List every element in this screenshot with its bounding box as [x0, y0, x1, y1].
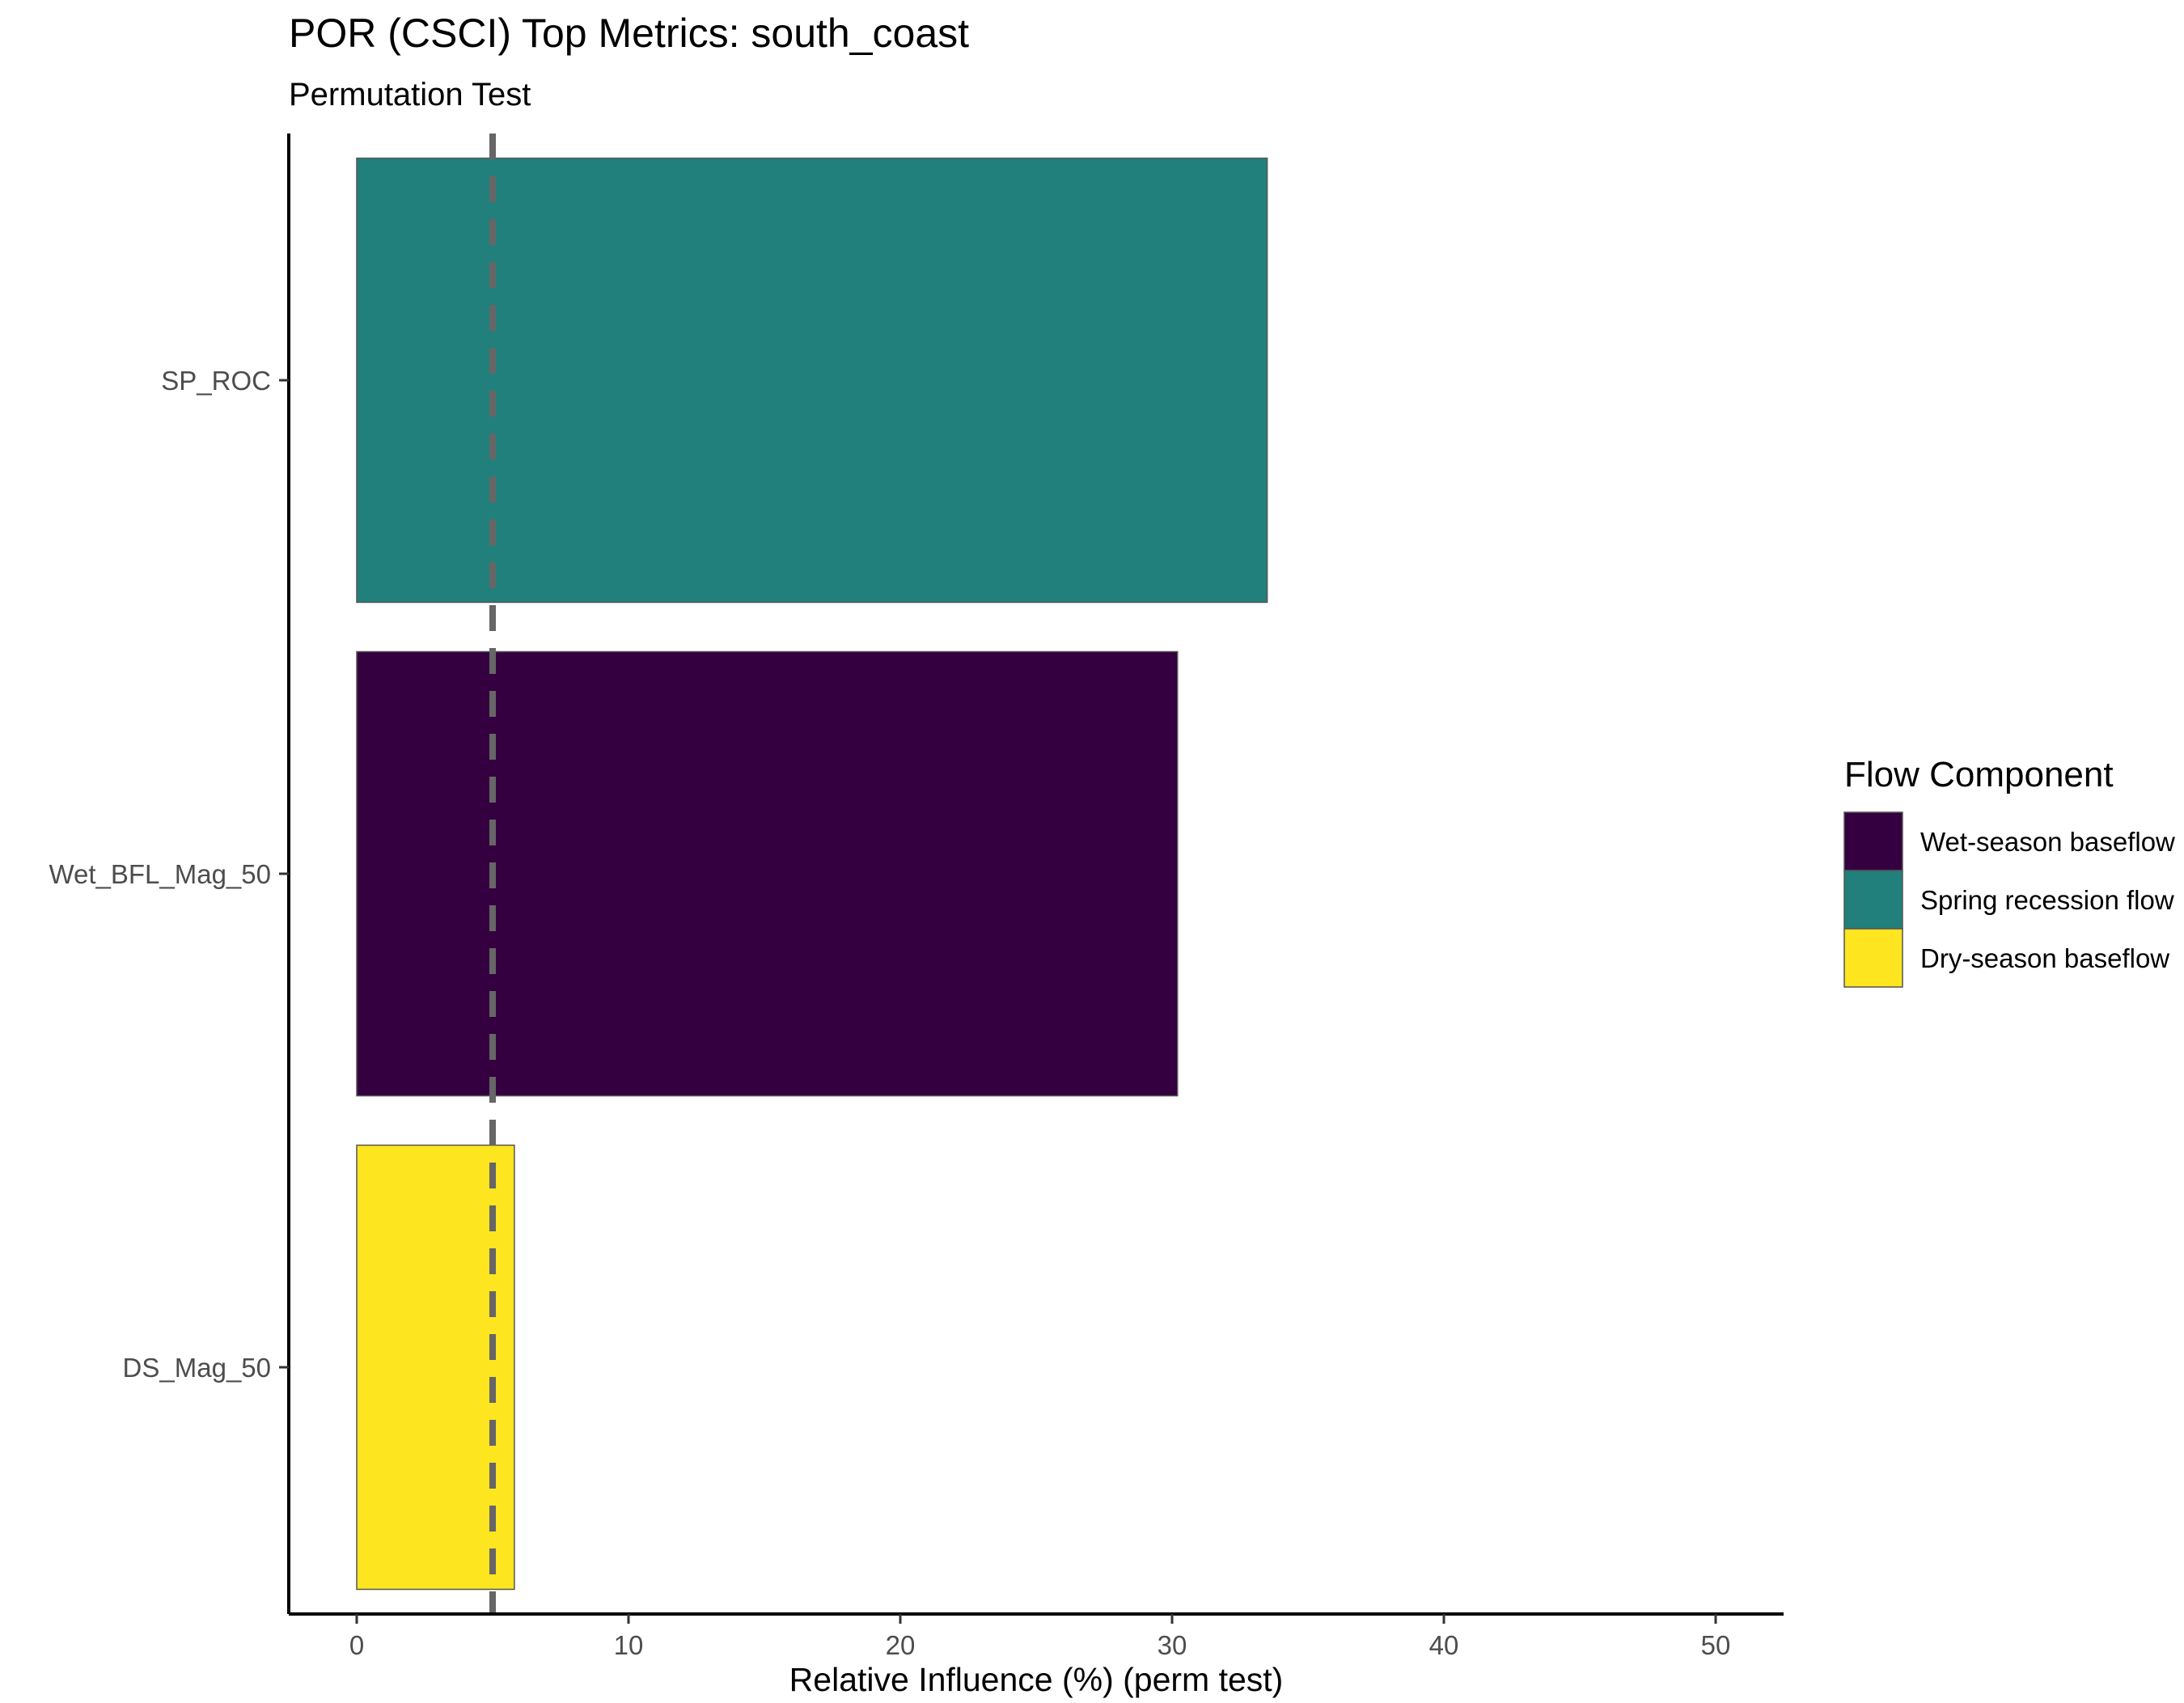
chart-subtitle: Permutation Test: [289, 77, 531, 112]
legend-key: [1843, 811, 1903, 871]
bar-sp-roc: [356, 157, 1268, 604]
legend-key: [1843, 928, 1903, 988]
legend-items: Wet-season baseflow Spring recession flow…: [1843, 811, 2175, 988]
y-tick-label: Wet_BFL_Mag_50: [49, 859, 271, 889]
x-tick-label: 40: [1429, 1630, 1459, 1660]
chart-title: POR (CSCI) Top Metrics: south_coast: [289, 11, 969, 56]
x-tick-label: 50: [1701, 1630, 1731, 1660]
bar-ds-mag-50: [356, 1144, 515, 1591]
y-tick-label: DS_Mag_50: [123, 1353, 271, 1383]
y-axis-ticks: SP_ROC Wet_BFL_Mag_50 DS_Mag_50: [49, 366, 289, 1383]
y-tick-label: SP_ROC: [161, 366, 271, 396]
x-tick-label: 30: [1158, 1630, 1187, 1660]
x-axis-title: Relative Influence (%) (perm test): [789, 1661, 1284, 1698]
legend-label: Wet-season baseflow: [1920, 827, 2175, 857]
bar-wet-bfl-mag-50: [356, 650, 1179, 1097]
x-tick-label: 20: [886, 1630, 916, 1660]
legend: Flow Component Wet-season baseflow Spring…: [1843, 755, 2175, 988]
x-axis-ticks: 0 10 20 30 40 50: [349, 1614, 1731, 1660]
x-tick-label: 0: [349, 1630, 364, 1660]
legend-key: [1843, 870, 1903, 930]
legend-title: Flow Component: [1844, 755, 2114, 794]
legend-label: Dry-season baseflow: [1920, 943, 2169, 973]
legend-label: Spring recession flow: [1920, 885, 2174, 915]
x-tick-label: 10: [614, 1630, 644, 1660]
bars-layer: [356, 157, 1268, 1591]
